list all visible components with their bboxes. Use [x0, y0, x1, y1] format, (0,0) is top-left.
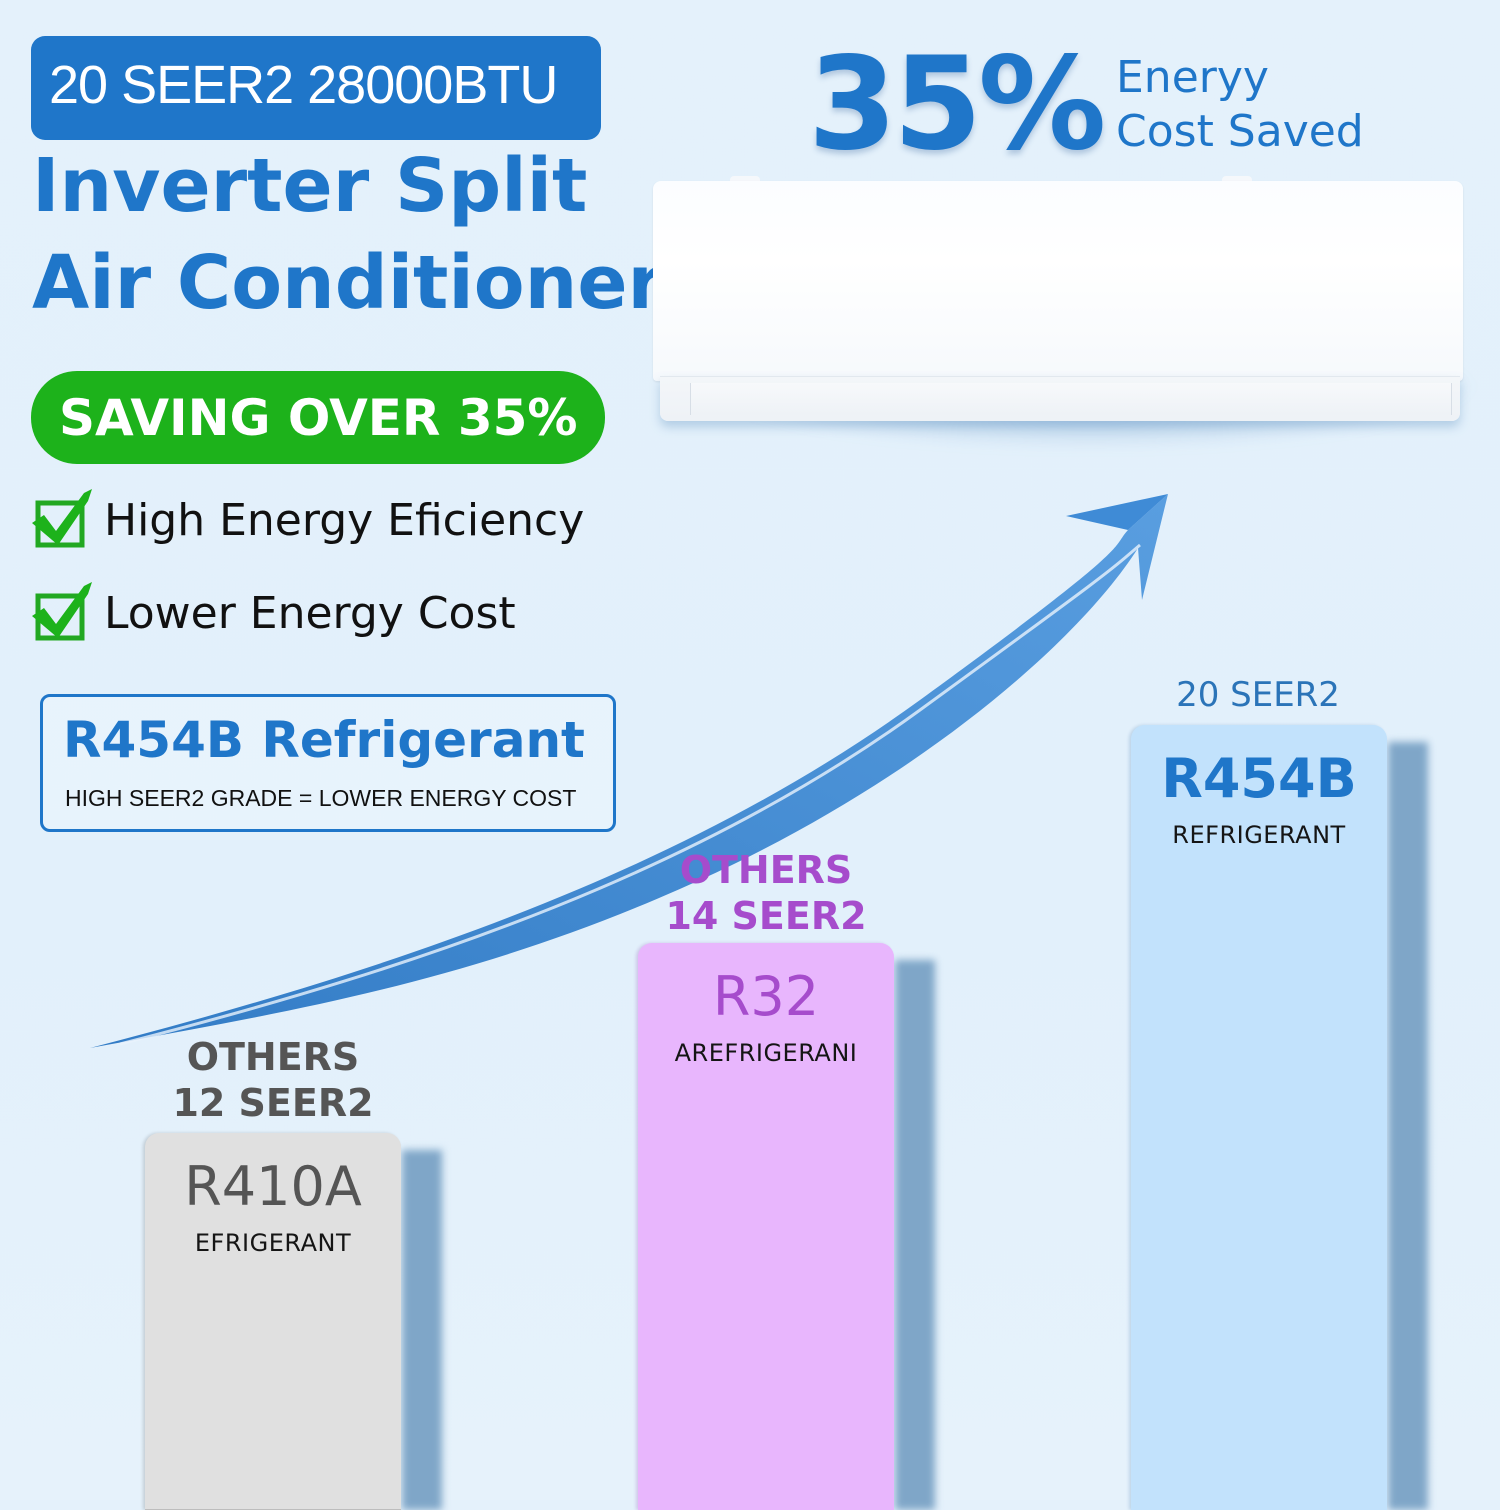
product-title-line-2: Air Conditioner: [32, 240, 664, 326]
spec-badge-text: 20 SEER2 28000BTU: [49, 55, 558, 115]
bar-code: R410A: [184, 1155, 362, 1218]
bar-heading-line-1: OTHERS: [679, 848, 853, 892]
product-title-line-1: Inverter Split: [32, 143, 588, 229]
ac-mount-tab: [1222, 176, 1252, 184]
savings-caption-line-2: Cost Saved: [1116, 106, 1364, 157]
bar-heading: OTHERS 12 SEER2: [123, 1034, 423, 1126]
feature-item: Lower Energy Cost: [30, 578, 516, 648]
saving-badge-text: SAVING OVER 35%: [59, 389, 578, 447]
bar-subtitle: EFRIGERANT: [194, 1229, 352, 1257]
checkbox-checked-icon: [30, 580, 96, 646]
feature-item: High Energy Eficiency: [30, 485, 584, 555]
bar-code: R454B: [1161, 747, 1357, 810]
refrigerant-info-box: R454B Refrigerant HIGH SEER2 GRADE = LOW…: [40, 694, 616, 832]
checkbox-checked-icon: [30, 487, 96, 553]
bar-shadow: [1388, 742, 1428, 1510]
bar-heading-line-2: 12 SEER2: [172, 1081, 374, 1125]
bar-shadow: [402, 1150, 442, 1510]
bar-shadow: [895, 960, 935, 1510]
bar-heading-line-1: OTHERS: [186, 1035, 360, 1079]
bar-heading: OTHERS 14 SEER2: [616, 847, 916, 939]
bar-r410a: R410A EFRIGERANT: [145, 1133, 401, 1510]
bar-heading: 20 SEER2: [1108, 672, 1408, 718]
savings-percent: 35%: [808, 30, 1106, 179]
bar-heading-line-2: 14 SEER2: [665, 894, 867, 938]
spec-badge: 20 SEER2 28000BTU: [31, 36, 601, 140]
bar-subtitle: REFRIGERANT: [1172, 821, 1346, 849]
refrigerant-title: R454B Refrigerant: [63, 711, 585, 769]
bar-r32: R32 AREFRIGERANI: [638, 943, 894, 1510]
ac-vent-louver: [690, 383, 1452, 415]
saving-badge: SAVING OVER 35%: [31, 371, 605, 464]
feature-label: High Energy Eficiency: [104, 494, 585, 546]
bar-subtitle: AREFRIGERANI: [674, 1039, 858, 1067]
bar-heading-line-2: 20 SEER2: [1176, 675, 1340, 715]
refrigerant-subtitle: HIGH SEER2 GRADE = LOWER ENERGY COST: [65, 785, 577, 811]
air-conditioner-unit: [653, 181, 1463, 381]
bar-r454b: R454B REFRIGERANT: [1131, 725, 1387, 1510]
bar-code: R32: [712, 965, 820, 1028]
ac-mount-tab: [730, 176, 760, 184]
feature-label: Lower Energy Cost: [104, 587, 516, 639]
savings-caption-line-1: Eneryy: [1116, 52, 1269, 103]
